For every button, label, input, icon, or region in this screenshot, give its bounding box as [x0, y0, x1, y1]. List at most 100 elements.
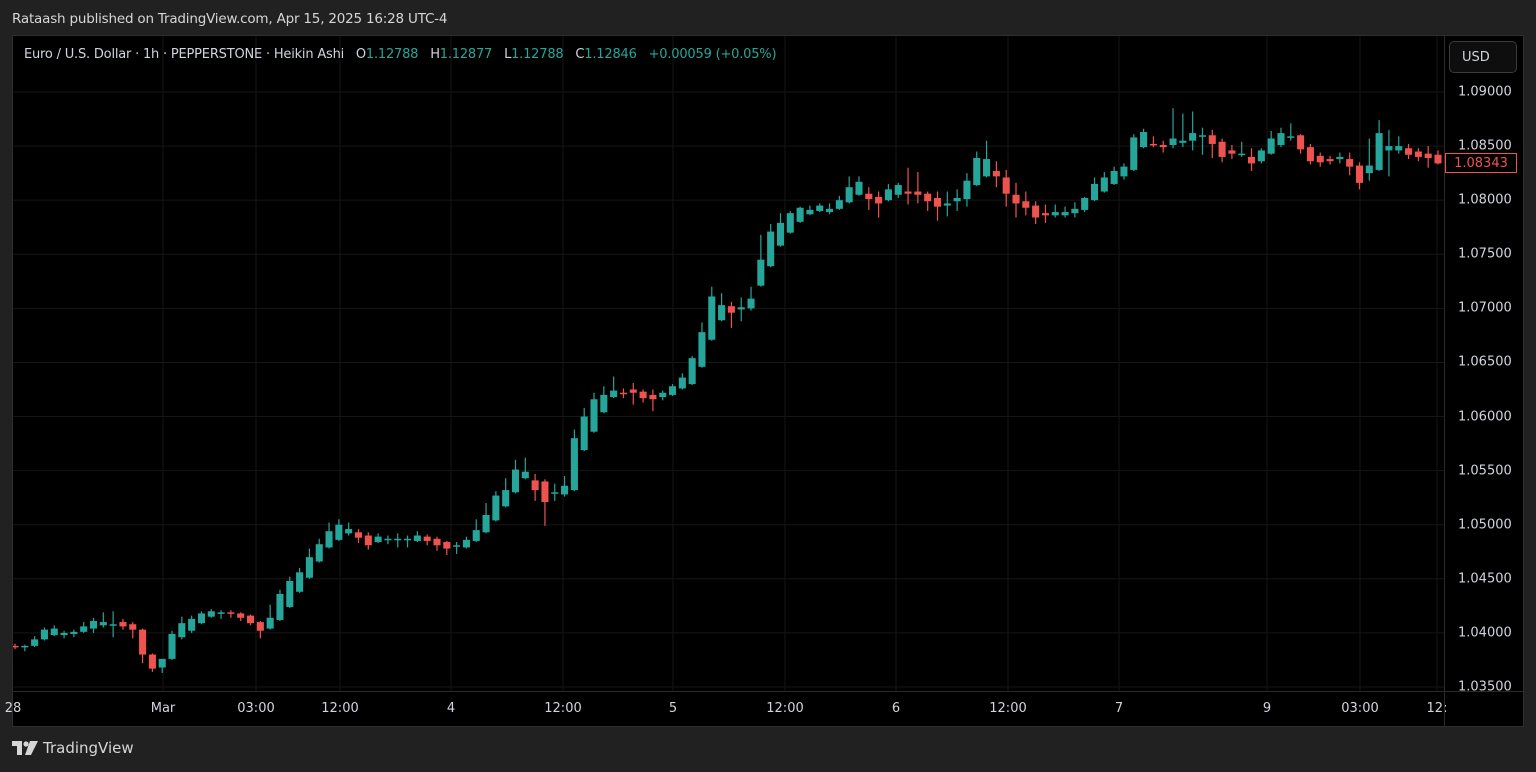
price-tick-label: 1.08000	[1458, 192, 1512, 208]
candle-up	[600, 386, 608, 414]
candle-up	[482, 503, 490, 534]
candle-down	[541, 479, 549, 526]
price-axis[interactable]: 1.09000 1.08500 1.08000 1.07500 1.07000 1.065…	[1444, 36, 1525, 728]
candle-up	[521, 457, 529, 480]
candle-down	[865, 187, 873, 210]
candle-up	[31, 636, 39, 647]
candle-up	[197, 611, 205, 625]
candle-up	[472, 519, 480, 543]
candle-up	[580, 407, 588, 452]
candle-up	[688, 355, 696, 386]
candle-up	[404, 535, 412, 548]
candle-up	[816, 203, 824, 213]
candle-down	[1159, 140, 1167, 153]
candle-up	[718, 293, 726, 322]
candle-down	[1208, 129, 1216, 158]
candle-up	[1189, 111, 1197, 151]
candle-up	[698, 322, 706, 368]
currency-button[interactable]: USD	[1449, 41, 1517, 73]
candle-up	[374, 533, 382, 544]
candle-down	[629, 383, 637, 405]
candle-up	[217, 610, 225, 619]
time-axis[interactable]: 28 Mar 03:00 12:00 4 12:00 5 12:00 6 12:00 7 9 03:00…	[5, 691, 1447, 728]
candle-down	[139, 628, 147, 664]
candle-up	[590, 392, 598, 433]
candle-up	[973, 151, 981, 187]
candle-up	[551, 483, 559, 501]
candle-up	[158, 658, 166, 673]
price-tick-label: 1.05000	[1458, 517, 1512, 533]
candle-up	[296, 567, 304, 593]
time-tick-label: 28	[4, 701, 22, 716]
candle-down	[1002, 169, 1010, 207]
brand-name: TradingView	[43, 739, 134, 757]
footer-brand: TradingView	[12, 739, 134, 757]
candle-up	[747, 286, 755, 311]
candle-up	[963, 173, 971, 207]
candle-down	[364, 532, 372, 550]
candle-down	[992, 161, 1000, 188]
price-tick-label: 1.05500	[1458, 463, 1512, 479]
candle-down	[433, 536, 441, 551]
time-tick-label: 4	[446, 701, 456, 716]
low-key: L	[504, 47, 512, 62]
tradingview-logo-icon	[12, 741, 38, 755]
price-tick-label: 1.04000	[1458, 625, 1512, 641]
candle-up	[80, 622, 88, 633]
candle-down	[237, 612, 245, 622]
candle-down	[354, 529, 363, 544]
candle-up	[276, 589, 284, 622]
time-tick-label: 5	[668, 701, 678, 716]
publisher-caption: Rataash published on TradingView.com, Ap…	[12, 11, 448, 27]
candle-up	[1140, 128, 1148, 149]
open-key: O	[355, 47, 366, 62]
candle-up	[659, 390, 667, 401]
candle-up	[335, 519, 343, 541]
price-tick-label: 1.07500	[1458, 246, 1512, 262]
candle-up	[1267, 130, 1275, 155]
candle-up	[70, 629, 78, 638]
candle-up	[894, 182, 902, 199]
candle-up	[1179, 113, 1187, 148]
candle-up	[826, 203, 834, 215]
high-key: H	[430, 47, 440, 62]
candle-down	[443, 540, 451, 556]
price-tick-label: 1.06500	[1458, 354, 1512, 370]
chart-plot-area[interactable]	[13, 36, 1444, 691]
candle-up	[943, 191, 951, 217]
candle-down	[1405, 143, 1413, 160]
candle-up	[1395, 136, 1403, 154]
candle-up	[1198, 127, 1207, 155]
close-key: C	[575, 47, 585, 62]
time-tick-label: 12:00	[321, 701, 359, 716]
candle-up	[737, 297, 745, 322]
candle-down	[148, 653, 156, 672]
candle-up	[286, 576, 294, 609]
high-value: 1.12877	[439, 47, 493, 62]
time-tick-label: 6	[891, 701, 901, 716]
candle-up	[570, 429, 578, 492]
candle-up	[462, 536, 470, 549]
candle-up	[502, 478, 510, 508]
candle-down	[727, 301, 735, 328]
candle-down	[1012, 182, 1020, 218]
candle-up	[1120, 163, 1128, 180]
candle-up	[1385, 129, 1393, 177]
time-tick-label: 12:	[1426, 701, 1448, 716]
candle-up	[345, 522, 353, 536]
time-tick-label: 12:00	[989, 701, 1027, 716]
candle-up	[983, 140, 991, 178]
candle-up	[315, 538, 323, 563]
candle-up	[757, 234, 765, 287]
candle-down	[924, 191, 932, 211]
candle-down	[619, 388, 627, 399]
candle-down	[1434, 150, 1442, 165]
candle-up	[767, 223, 775, 268]
price-tick-label: 1.03500	[1458, 679, 1512, 695]
candle-up	[678, 373, 686, 390]
candle-up	[708, 286, 716, 341]
candlestick-series	[13, 36, 1444, 691]
symbol-description[interactable]: Euro / U.S. Dollar · 1h · PEPPERSTONE · …	[24, 47, 345, 62]
candle-up	[835, 195, 843, 210]
chart-frame: Euro / U.S. Dollar · 1h · PEPPERSTONE · …	[5, 35, 1525, 728]
